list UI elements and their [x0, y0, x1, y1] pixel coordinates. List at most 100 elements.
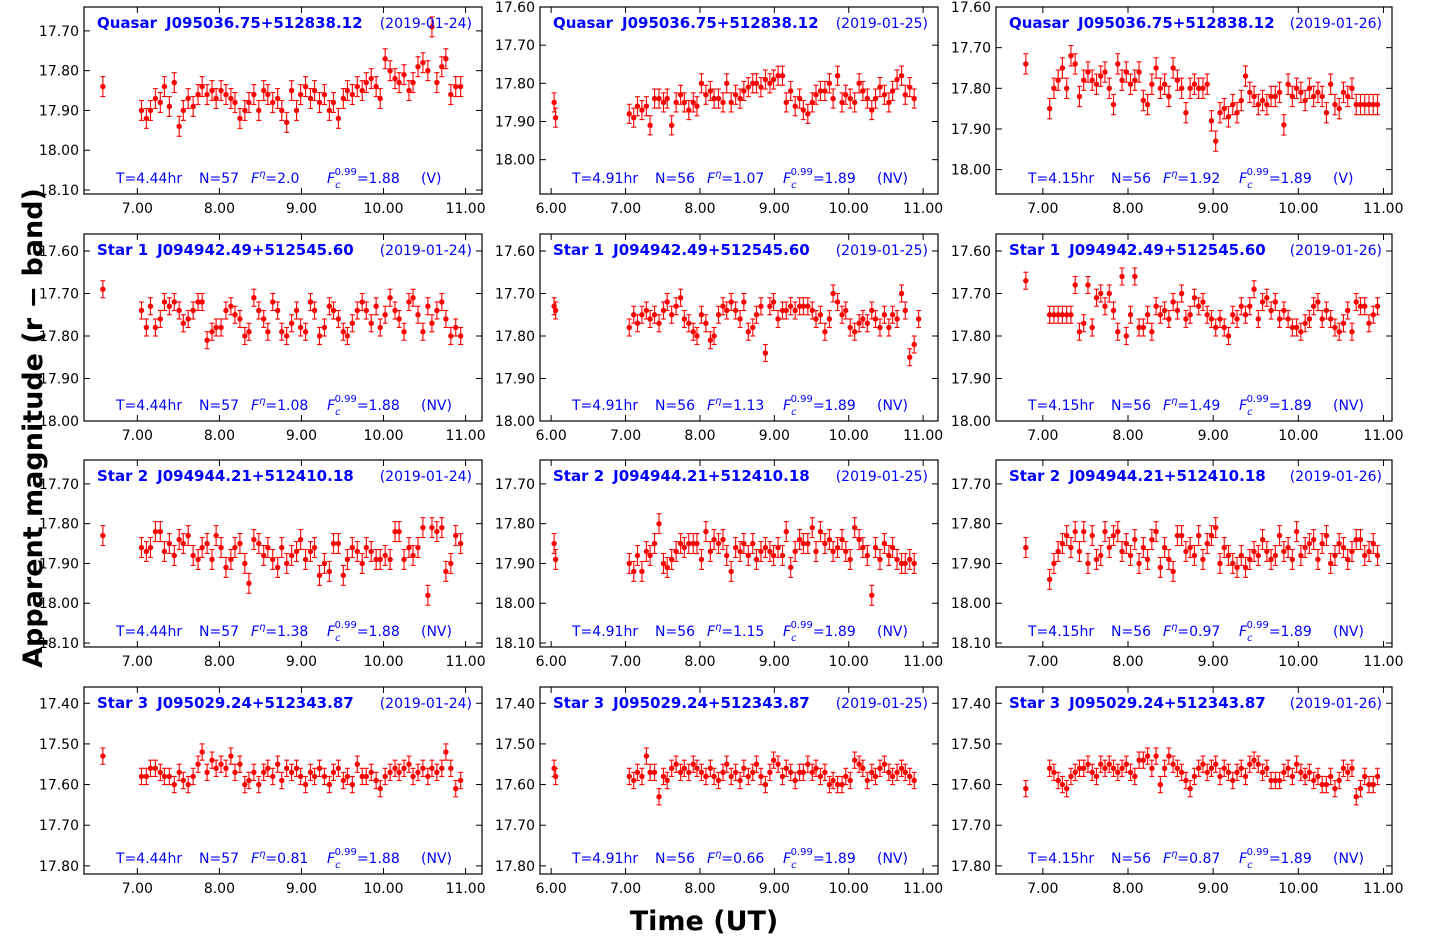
data-point — [817, 312, 824, 318]
data-point — [1272, 93, 1279, 100]
variability-flag: (NV) — [877, 171, 908, 187]
data-point — [1340, 765, 1347, 772]
data-point — [1166, 556, 1172, 563]
data-point — [1127, 769, 1134, 776]
data-point — [448, 91, 454, 98]
data-point — [316, 99, 323, 106]
data-point — [737, 548, 743, 555]
data-point — [176, 536, 182, 543]
data-point — [406, 87, 412, 94]
data-point — [1306, 316, 1313, 322]
data-point — [877, 556, 883, 563]
plot-frame — [539, 459, 939, 648]
F-eta-value: =1.08 — [265, 398, 308, 414]
data-point — [839, 312, 845, 318]
panel-date: (2019-01-24) — [380, 696, 472, 712]
data-point — [779, 552, 786, 559]
data-point — [902, 769, 908, 776]
y-tick-label: 17.70 — [495, 477, 535, 493]
data-point — [434, 307, 440, 314]
data-point — [1349, 329, 1355, 335]
data-point — [1098, 73, 1104, 79]
data-point — [223, 765, 229, 772]
x-tick-label: 7.00 — [1027, 201, 1058, 217]
data-point — [340, 572, 347, 579]
eta-superscript: η — [715, 622, 721, 633]
data-point — [673, 548, 679, 555]
data-point — [340, 95, 347, 102]
data-point — [889, 312, 896, 318]
data-point — [631, 312, 637, 318]
data-point — [626, 560, 632, 567]
data-point — [707, 548, 714, 555]
0-99-superscript: 0.99 — [335, 167, 357, 178]
data-point — [1195, 532, 1202, 539]
F-symbol: F — [251, 398, 260, 414]
panel-4-1: 7.00 8.00 9.00 10.00 11.00 17.40 17.50 17.60 17.… — [39, 686, 486, 897]
object-name: Star 2 — [1009, 467, 1060, 485]
data-point — [1144, 556, 1151, 563]
data-point — [392, 765, 398, 772]
data-point — [321, 91, 328, 98]
variability-flag: (V) — [421, 171, 442, 187]
data-point — [1046, 765, 1053, 772]
stat-N: N=56 — [655, 624, 695, 640]
stat-T: T=4.15hr — [1027, 851, 1094, 867]
data-point — [1170, 299, 1176, 305]
data-point — [668, 765, 675, 772]
data-point — [138, 544, 145, 551]
data-point — [434, 528, 440, 535]
data-point — [805, 303, 811, 309]
data-point — [750, 540, 756, 547]
data-point — [1081, 320, 1087, 326]
object-id: J094942.49+512545.60 — [612, 241, 810, 259]
stat-T: T=4.44hr — [115, 171, 182, 187]
data-point — [673, 761, 679, 767]
data-point — [634, 552, 641, 559]
data-point — [410, 79, 416, 86]
y-tick-label: 17.60 — [951, 244, 991, 260]
data-point — [1132, 773, 1138, 780]
data-point — [732, 92, 739, 98]
data-point — [796, 303, 803, 309]
x-tick-label: 8.00 — [684, 881, 715, 897]
data-point — [453, 83, 459, 90]
data-point — [1178, 532, 1185, 539]
data-point — [1281, 307, 1287, 314]
F-eta-value: =1.07 — [721, 171, 764, 187]
data-point — [872, 544, 879, 551]
data-point — [143, 115, 150, 122]
data-point — [425, 67, 431, 74]
data-point — [1093, 81, 1100, 87]
variability-flag: (NV) — [1333, 398, 1364, 414]
F-symbol: F — [1163, 398, 1172, 414]
data-point — [420, 60, 426, 66]
data-point — [410, 295, 416, 301]
data-point — [864, 320, 871, 326]
data-point — [834, 781, 841, 788]
data-point — [860, 765, 866, 772]
F-symbol: F — [327, 171, 336, 187]
data-point — [660, 560, 667, 567]
c-subscript: c — [1247, 180, 1253, 191]
panel-title: Star 1 J094942.49+512545.60 — [553, 241, 810, 259]
data-point — [166, 103, 173, 110]
data-point — [1213, 524, 1219, 531]
data-point — [1259, 769, 1266, 776]
data-point — [707, 765, 714, 772]
F-symbol: F — [707, 624, 716, 640]
data-point — [881, 761, 888, 767]
data-point — [830, 290, 836, 297]
data-point — [209, 329, 215, 335]
data-point — [1357, 785, 1364, 792]
data-point — [359, 560, 365, 567]
data-point — [1046, 576, 1053, 583]
data-point — [775, 761, 781, 767]
data-point — [410, 552, 416, 559]
data-point — [1362, 552, 1368, 559]
panel-2-3: 7.00 8.00 9.00 10.00 11.00 17.60 17.70 17.80 17.… — [951, 233, 1404, 444]
panel-date: (2019-01-26) — [1290, 469, 1382, 485]
data-point — [758, 84, 764, 90]
panel-title: Star 3 J095029.24+512343.87 — [1009, 694, 1266, 712]
